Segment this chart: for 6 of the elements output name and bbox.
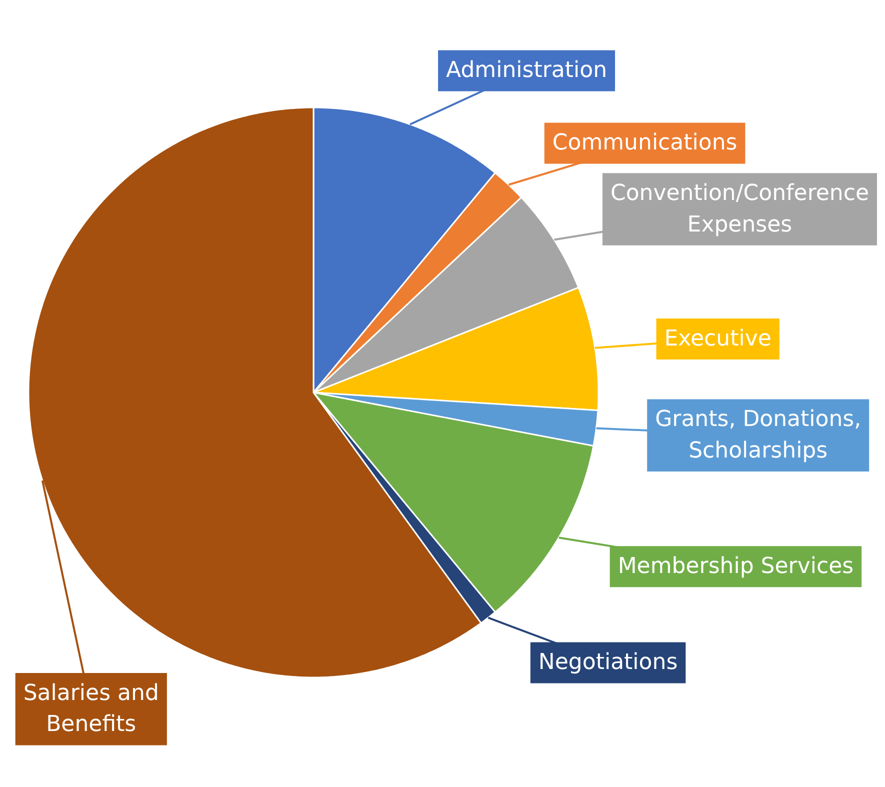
slice-label: Membership Services bbox=[618, 554, 854, 580]
slice-label: Communications bbox=[552, 130, 738, 156]
slice-label: Salaries and Benefits bbox=[23, 680, 159, 738]
slice-label: Negotiations bbox=[538, 650, 678, 676]
slice-label: Executive bbox=[664, 326, 772, 352]
slice-label: Administration bbox=[446, 58, 608, 84]
